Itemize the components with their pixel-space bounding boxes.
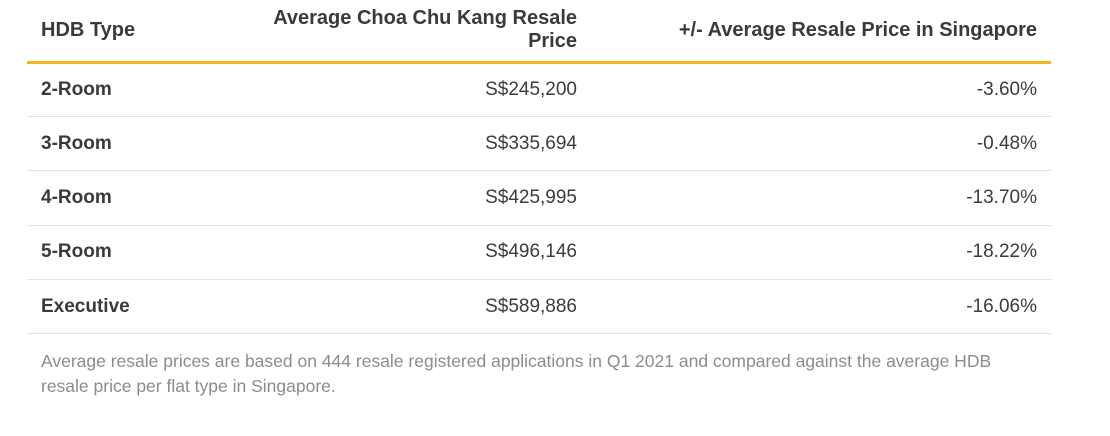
price-cell: S$589,886 xyxy=(207,279,591,335)
table-row: 5-Room S$496,146 -18.22% xyxy=(27,225,1051,281)
header-row: HDB Type Average Choa Chu Kang Resale Pr… xyxy=(27,0,1051,64)
resale-price-table: HDB Type Average Choa Chu Kang Resale Pr… xyxy=(27,0,1051,335)
hdb-type-cell: 5-Room xyxy=(27,225,207,281)
header-average-price: Average Choa Chu Kang Resale Price xyxy=(207,0,591,64)
difference-cell: -16.06% xyxy=(591,279,1051,335)
price-cell: S$496,146 xyxy=(207,225,591,281)
table-body: 2-Room S$245,200 -3.60% 3-Room S$335,694… xyxy=(27,62,1051,335)
table-row: Executive S$589,886 -16.06% xyxy=(27,279,1051,335)
table-header: HDB Type Average Choa Chu Kang Resale Pr… xyxy=(27,0,1051,64)
difference-cell: -13.70% xyxy=(591,170,1051,226)
price-cell: S$245,200 xyxy=(207,62,591,117)
header-hdb-type: HDB Type xyxy=(27,0,207,64)
table-footnote: Average resale prices are based on 444 r… xyxy=(41,351,992,397)
hdb-type-cell: 4-Room xyxy=(27,170,207,226)
table-row: 4-Room S$425,995 -13.70% xyxy=(27,170,1051,226)
price-cell: S$425,995 xyxy=(207,170,591,226)
difference-cell: -18.22% xyxy=(591,225,1051,281)
hdb-type-cell: Executive xyxy=(27,279,207,335)
hdb-type-cell: 2-Room xyxy=(27,62,207,117)
resale-price-table-container: HDB Type Average Choa Chu Kang Resale Pr… xyxy=(27,0,1051,399)
table-row: 2-Room S$245,200 -3.60% xyxy=(27,62,1051,117)
table-row: 3-Room S$335,694 -0.48% xyxy=(27,116,1051,172)
hdb-type-cell: 3-Room xyxy=(27,116,207,172)
difference-cell: -3.60% xyxy=(591,62,1051,117)
header-price-difference: +/- Average Resale Price in Singapore xyxy=(591,0,1051,64)
difference-cell: -0.48% xyxy=(591,116,1051,172)
price-cell: S$335,694 xyxy=(207,116,591,172)
